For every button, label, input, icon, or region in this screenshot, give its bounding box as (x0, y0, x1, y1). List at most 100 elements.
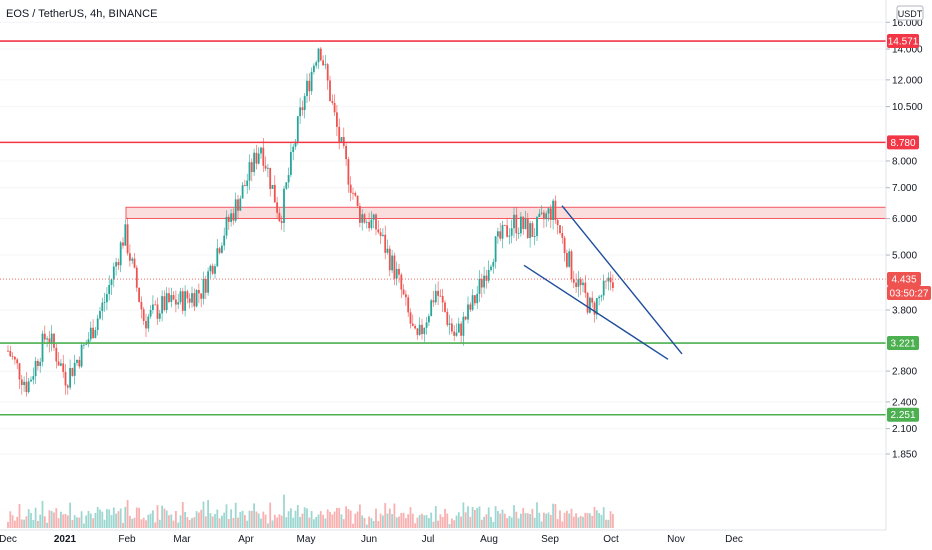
candle-body (499, 231, 502, 239)
candle-body (365, 221, 368, 223)
candle-body (607, 277, 610, 282)
y-tick-label: 2.800 (892, 367, 917, 378)
candle-body (18, 363, 21, 380)
candle-body (165, 293, 168, 311)
volume-bar (586, 513, 589, 528)
candle-body (444, 302, 446, 312)
candle-body (480, 278, 483, 288)
volume-bar (577, 517, 580, 528)
volume-bar (556, 519, 559, 528)
x-tick-label: Feb (118, 534, 136, 545)
volume-bar (250, 510, 253, 528)
candle-body (273, 184, 276, 203)
candle-body (464, 316, 467, 320)
candle-body (336, 112, 338, 127)
volume-bar (545, 513, 548, 528)
volume-bar (83, 523, 85, 528)
volume-bar (285, 517, 288, 528)
candle-body (322, 60, 324, 66)
candle-body (248, 162, 251, 181)
volume-bar (425, 515, 428, 528)
volume-bar (598, 513, 600, 528)
candle-body (184, 291, 186, 311)
volume-bar (299, 517, 301, 528)
volume-bar (133, 517, 136, 528)
volume-bar (418, 514, 421, 528)
candle-timer-label: 03:50:27 (890, 289, 929, 300)
level-badge (887, 135, 919, 150)
volume-bar (432, 521, 435, 528)
volume-bar (85, 515, 88, 528)
volume-bar (322, 514, 324, 528)
candle-body (570, 251, 573, 280)
candle-body (584, 282, 587, 293)
candle-body (294, 141, 297, 147)
y-tick-label: 3.800 (892, 305, 917, 316)
candle-body (591, 297, 594, 303)
candle-body (453, 331, 456, 336)
candle-body (398, 268, 400, 275)
candle-body (575, 282, 577, 287)
volume-bar (563, 512, 566, 528)
volume-bar (62, 514, 65, 528)
volume-bar (414, 523, 416, 528)
candle-body (593, 302, 596, 315)
candle-body (191, 293, 193, 303)
volume-bar (142, 517, 145, 528)
candle-body (9, 350, 12, 357)
volume-bar (80, 511, 83, 528)
volume-bar (411, 513, 414, 528)
volume-bar (276, 517, 278, 528)
volume-bar (405, 518, 407, 528)
volume-bar (188, 519, 191, 528)
candle-body (386, 248, 389, 253)
volume-bar (361, 515, 364, 528)
unit-badge[interactable]: USDT (896, 5, 924, 21)
volume-bar (540, 521, 543, 528)
volume-bar (115, 513, 117, 528)
volume-bar (71, 520, 74, 528)
volume-bar (112, 507, 115, 528)
volume-bar (292, 517, 295, 528)
volume-bar (522, 508, 525, 528)
volume-bar (476, 508, 479, 528)
candle-body (533, 236, 536, 237)
volume-bar (471, 506, 474, 528)
candle-body (490, 266, 492, 270)
volume-bar (57, 518, 60, 528)
wedge-lower-line (523, 264, 669, 360)
candle-body (198, 290, 200, 294)
volume-bar (290, 508, 292, 528)
candle-body (340, 137, 343, 142)
candle-body (55, 347, 58, 362)
candle-body (529, 223, 531, 238)
candle-body (451, 323, 453, 332)
volume-bar (232, 517, 235, 528)
candle-body (448, 323, 451, 325)
volume-bar (517, 518, 520, 528)
candle-body (43, 333, 46, 340)
candle-body (582, 282, 584, 286)
volume-bar (324, 518, 327, 528)
candle-body (538, 213, 541, 217)
volume-bar (209, 513, 212, 528)
candle-body (478, 278, 481, 294)
candle-timer-badge (887, 286, 931, 301)
volume-bar (421, 513, 423, 528)
y-tick-label: 8.000 (892, 156, 917, 167)
candle-body (430, 300, 433, 317)
candle-body (423, 327, 426, 335)
horizontal-levels (0, 40, 886, 416)
volume-bar (529, 514, 531, 528)
volume-bar (561, 521, 564, 528)
y-tick-label: 2.400 (892, 397, 917, 408)
candle-body (250, 162, 253, 173)
volume-bar (455, 515, 458, 528)
candle-body (602, 280, 605, 296)
volume-bar (193, 517, 196, 528)
volume-bar (207, 500, 209, 528)
candle-body (262, 147, 265, 166)
volume-bar (536, 502, 538, 528)
candle-body (99, 311, 101, 319)
